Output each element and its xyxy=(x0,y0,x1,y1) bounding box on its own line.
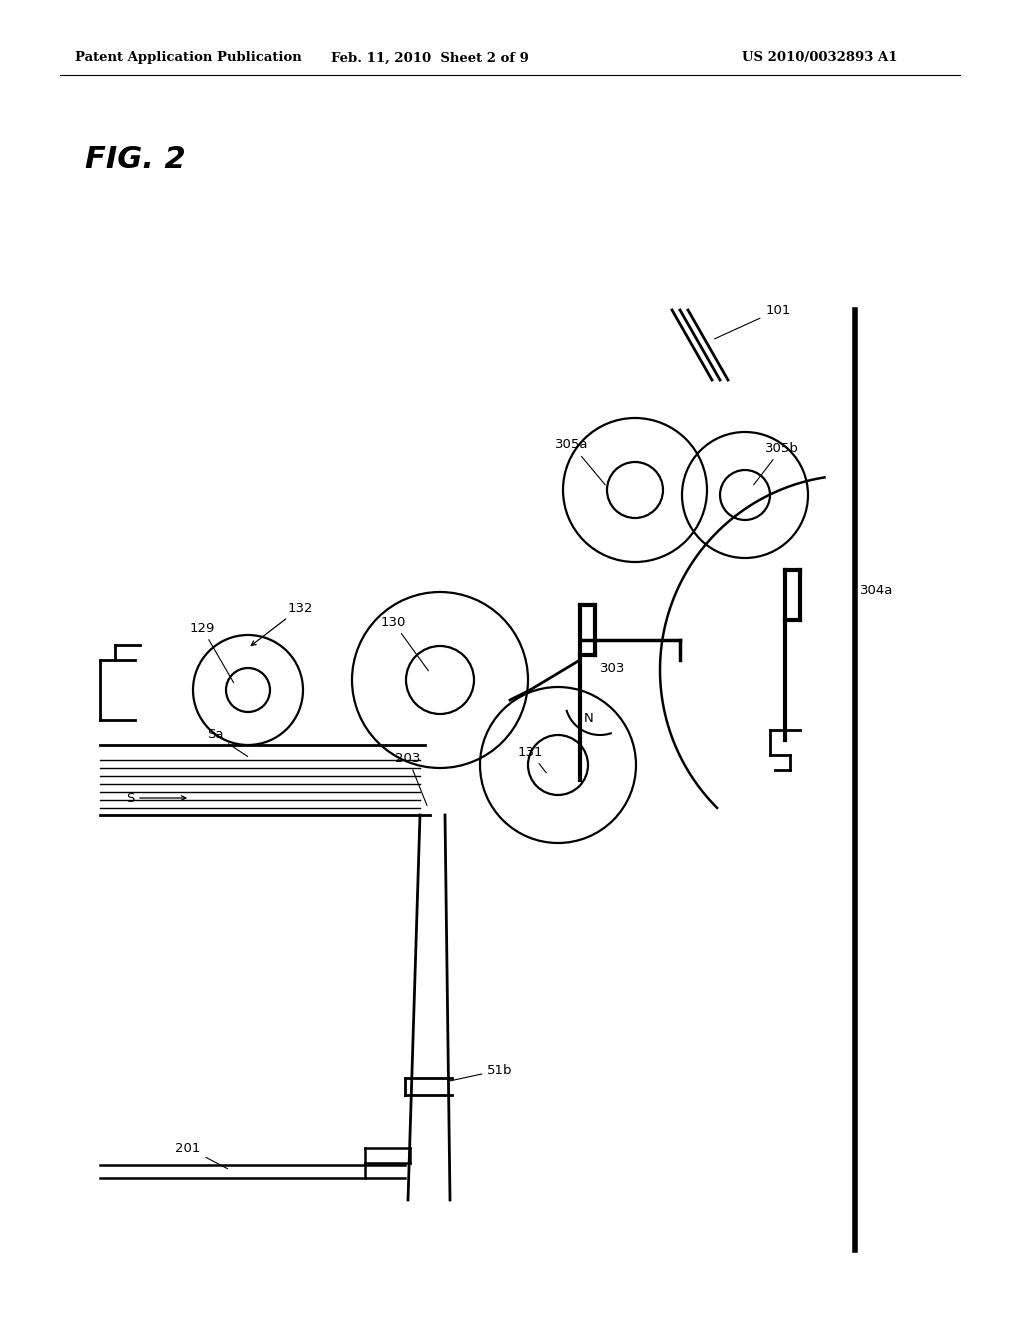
Text: 130: 130 xyxy=(380,615,428,671)
Text: 132: 132 xyxy=(251,602,312,645)
Text: 129: 129 xyxy=(189,622,233,682)
Text: 303: 303 xyxy=(600,661,626,675)
Text: US 2010/0032893 A1: US 2010/0032893 A1 xyxy=(742,51,898,65)
Text: Feb. 11, 2010  Sheet 2 of 9: Feb. 11, 2010 Sheet 2 of 9 xyxy=(331,51,529,65)
Text: 304a: 304a xyxy=(860,583,893,597)
Text: S: S xyxy=(126,792,185,804)
Text: Sa: Sa xyxy=(207,729,248,756)
Text: 203: 203 xyxy=(395,751,427,805)
Text: FIG. 2: FIG. 2 xyxy=(85,145,185,174)
Text: Patent Application Publication: Patent Application Publication xyxy=(75,51,302,65)
Text: 131: 131 xyxy=(517,746,546,772)
Text: 305a: 305a xyxy=(555,438,605,484)
Text: N: N xyxy=(584,711,594,725)
Text: 101: 101 xyxy=(715,304,791,339)
Text: 51b: 51b xyxy=(447,1064,513,1081)
Text: 201: 201 xyxy=(175,1142,227,1168)
Text: 305b: 305b xyxy=(754,441,799,484)
